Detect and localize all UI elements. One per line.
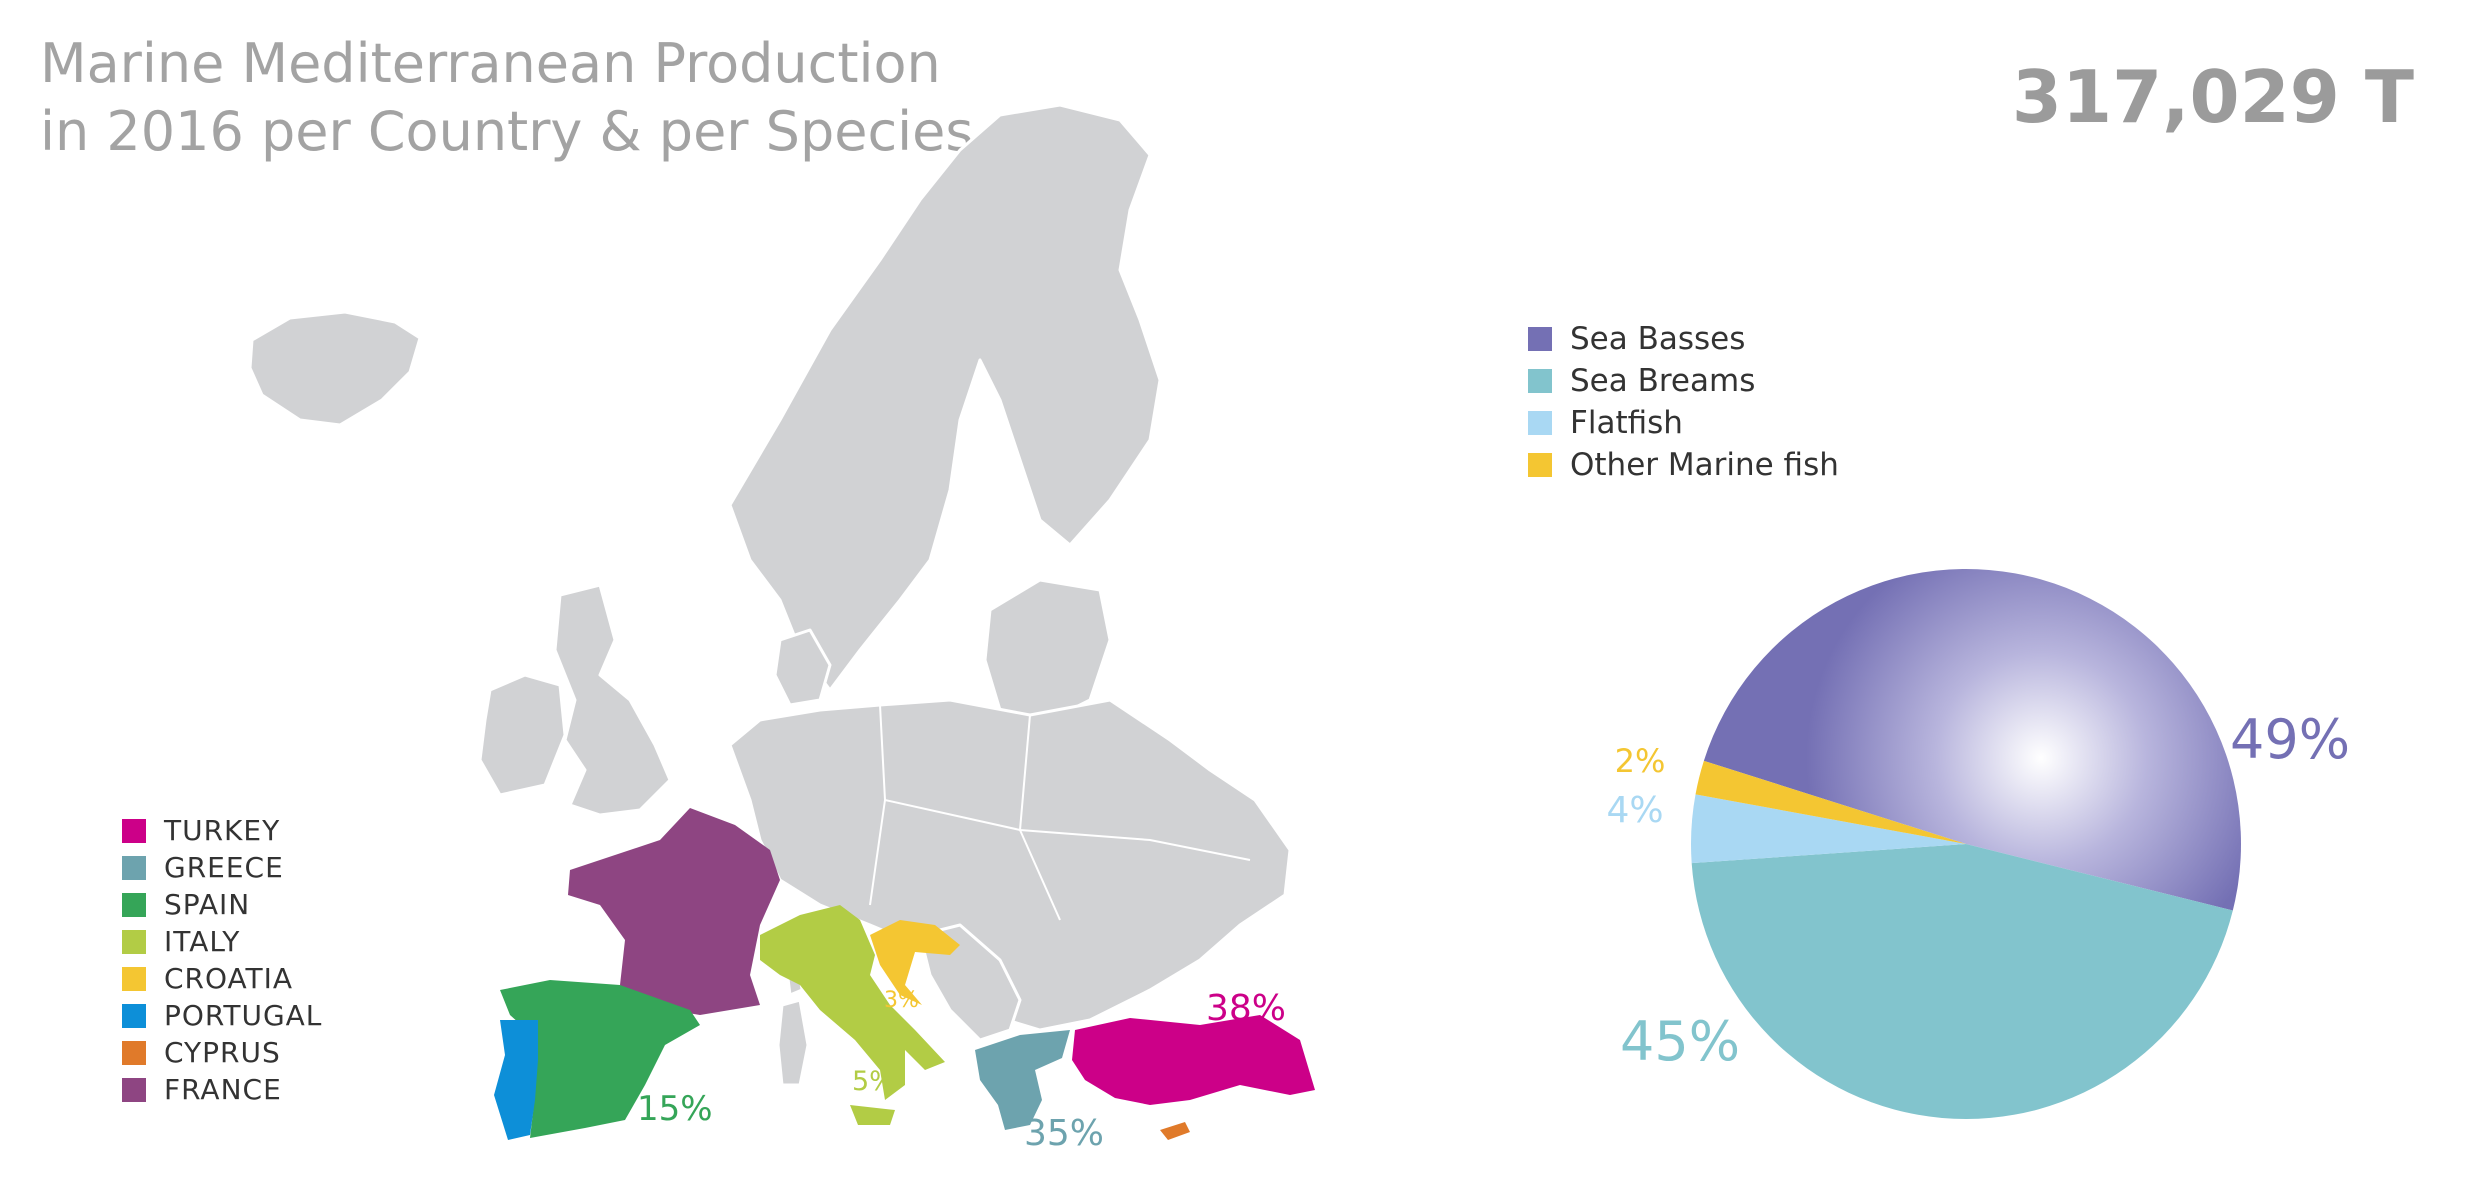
map-label-croatia: 3% [884,988,919,1013]
legend-swatch [1528,453,1552,477]
legend-swatch [1528,327,1552,351]
legend-swatch [122,818,146,843]
pie-slice-flatfish [1691,794,1966,864]
country-legend-item-greece: GREECE [122,849,322,886]
species-legend-item-sea-basses: Sea Basses [1528,318,1839,360]
map-label-greece: 35% [1024,1113,1104,1154]
map-label-turkey: 38% [1206,988,1286,1029]
legend-label: CROATIA [164,962,294,995]
legend-swatch [122,966,146,991]
britain-shape [553,583,672,817]
france-shape [568,808,780,1015]
total-production: 317,029 T [2011,55,2414,139]
scandinavia-shape [728,103,1162,692]
denmark-shape [773,628,832,707]
country-legend-item-spain: SPAIN [122,886,322,923]
ireland-shape [478,673,567,797]
pie-slice-other-marine-fish [1695,760,1966,844]
country-legend-item-italy: ITALY [122,923,322,960]
pie-slice-sea-breams [1691,844,2233,1119]
legend-swatch [122,929,146,954]
turkey-shape [1072,1015,1315,1105]
legend-label: CYPRUS [164,1036,281,1069]
legend-label: Sea Breams [1570,363,1756,399]
sicily-shape [850,1105,895,1125]
italy-shape [760,905,945,1100]
cyprus-shape [1160,1122,1190,1140]
legend-swatch [122,855,146,880]
legend-swatch [1528,369,1552,393]
legend-label: ITALY [164,925,241,958]
title-line-1: Marine Mediterranean Production [40,32,941,95]
species-legend-item-other-marine-fish: Other Marine fish [1528,444,1839,486]
spain-shape [500,980,700,1138]
map-label-italy: 5% [852,1066,895,1097]
sardinia-shape [776,998,810,1087]
pie-label-flatfish: 4% [1606,790,1663,831]
baltic-east-shape [983,578,1112,722]
title-line-2: in 2016 per Country & per Species [40,100,974,163]
legend-swatch [122,892,146,917]
chart-title: Marine Mediterranean Production in 2016 … [40,30,974,166]
country-legend-item-cyprus: CYPRUS [122,1034,322,1071]
species-legend-item-sea-breams: Sea Breams [1528,360,1839,402]
country-legend-item-portugal: PORTUGAL [122,997,322,1034]
legend-label: GREECE [164,851,284,884]
map-label-spain: 15% [637,1089,713,1129]
country-legend: TURKEY GREECE SPAIN ITALY CROATIA PORTUGAL CYP… [122,812,322,1108]
iceland-shape [248,310,422,427]
pie-label-sea-basses: 49% [2230,708,2350,771]
legend-swatch [122,1003,146,1028]
country-legend-item-turkey: TURKEY [122,812,322,849]
pie-label-other-marine-fish: 2% [1615,742,1666,780]
legend-swatch [122,1040,146,1065]
pie-slice-sea-basses [1703,568,2242,911]
country-legend-item-croatia: CROATIA [122,960,322,997]
greece-shape [975,1030,1070,1130]
country-legend-item-france: FRANCE [122,1071,322,1108]
croatia-shape [870,920,960,1005]
legend-swatch [1528,411,1552,435]
legend-label: TURKEY [164,814,281,847]
portugal-shape [494,1020,538,1140]
pie-chart: 49% 45% 4% 2% [1606,568,2350,1119]
species-legend-item-flatfish: Flatfish [1528,402,1839,444]
legend-label: SPAIN [164,888,251,921]
legend-label: Sea Basses [1570,321,1746,357]
species-legend: Sea Basses Sea Breams Flatfish Other Marine… [1528,318,1839,486]
legend-swatch [122,1077,146,1102]
legend-label: Other Marine fish [1570,447,1839,483]
legend-label: Flatfish [1570,405,1683,441]
pie-label-sea-breams: 45% [1620,1010,1740,1073]
legend-label: FRANCE [164,1073,282,1106]
legend-label: PORTUGAL [164,999,323,1032]
